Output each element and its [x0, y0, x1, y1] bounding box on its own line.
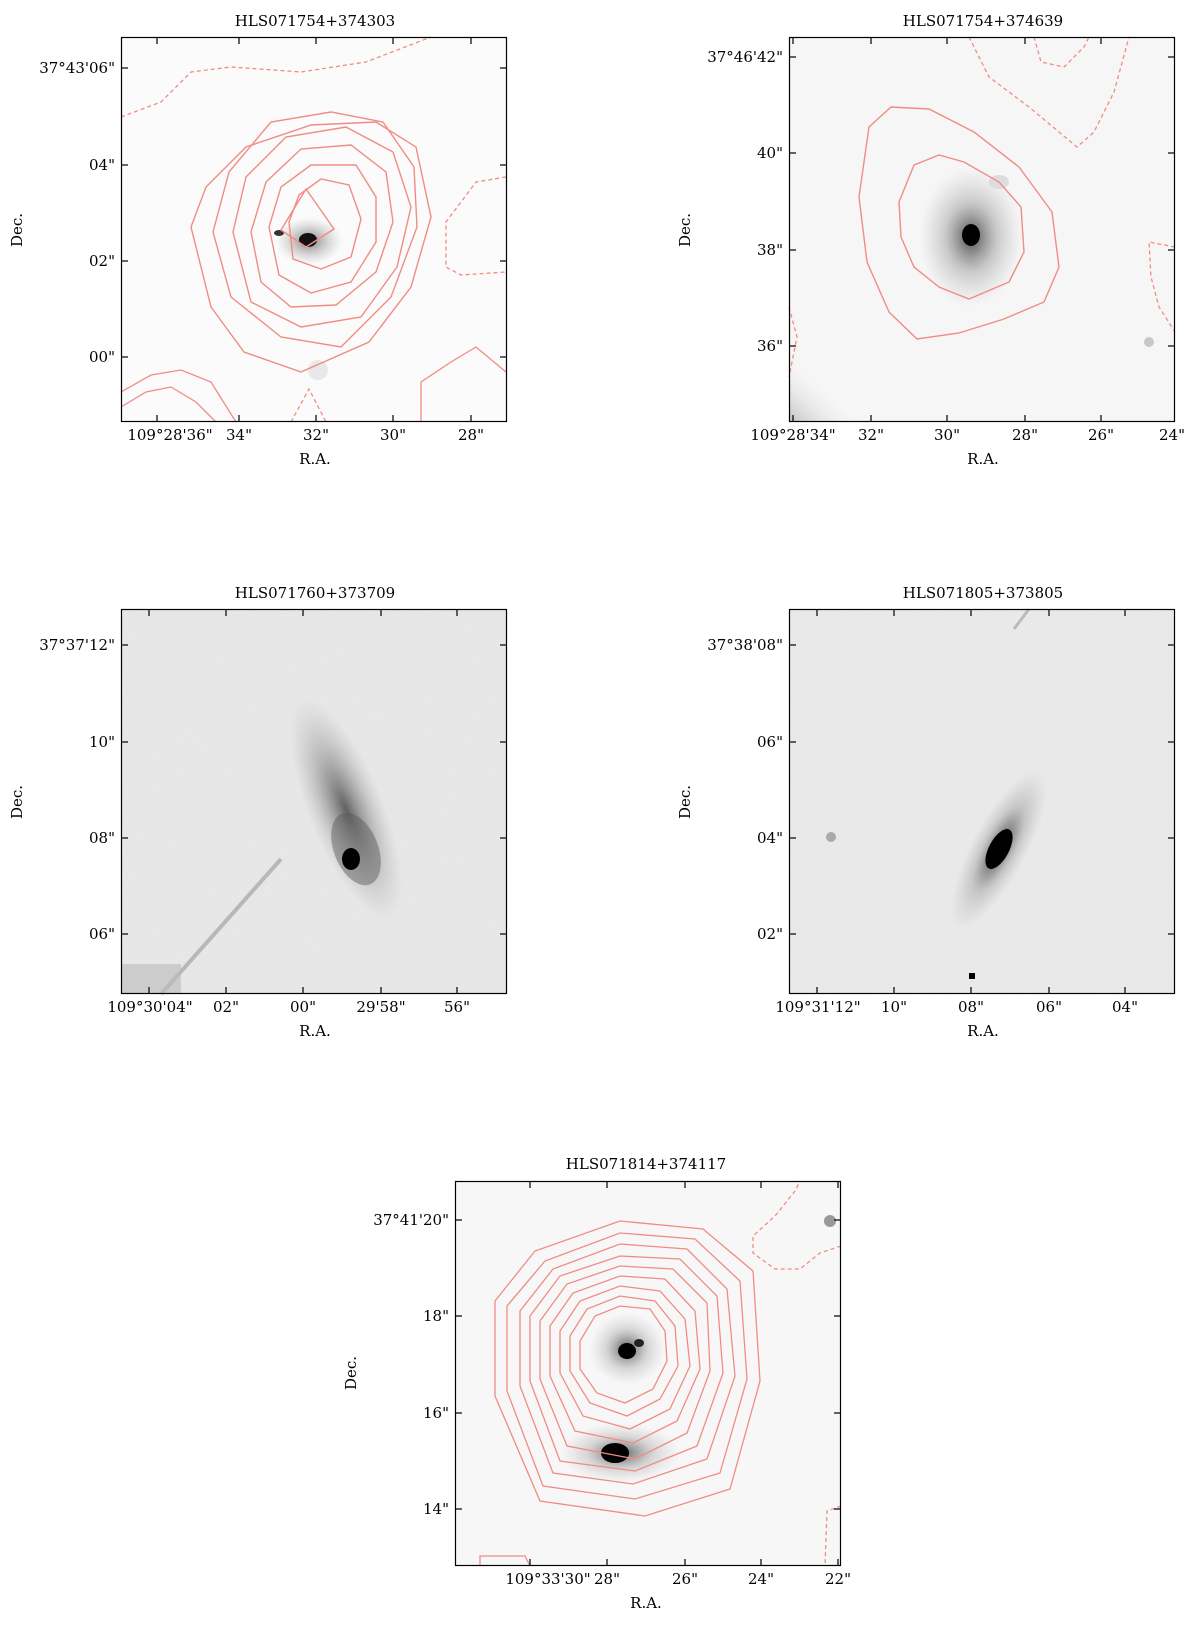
x-tick-label: 109°28'36": [127, 426, 213, 444]
x-tick-label: 28": [594, 1570, 620, 1588]
x-tick-label: 06": [1036, 998, 1062, 1016]
x-tick-label: 30": [934, 426, 960, 444]
x-axis-label: R.A.: [967, 1022, 999, 1040]
x-tick-label: 24": [748, 1570, 774, 1588]
x-tick-label: 24": [1159, 426, 1185, 444]
y-tick-label: 08": [89, 829, 115, 847]
cutout-image: [788, 608, 1176, 995]
y-tick-label: 16": [423, 1404, 449, 1422]
x-tick-label: 08": [958, 998, 984, 1016]
x-tick-label: 10": [881, 998, 907, 1016]
y-tick-label: 36": [757, 337, 783, 355]
y-tick-label: 04": [89, 156, 115, 174]
x-axis-label: R.A.: [967, 450, 999, 468]
x-axis-label: R.A.: [630, 1594, 662, 1612]
y-axis-label: Dec.: [676, 784, 694, 820]
x-tick-label: 29'58": [356, 998, 406, 1016]
y-tick-label: 18": [423, 1307, 449, 1325]
cutout-image: [120, 36, 508, 423]
y-tick-label: 14": [423, 1500, 449, 1518]
y-tick-label: 10": [89, 733, 115, 751]
panel-title: HLS071754+374303: [234, 12, 396, 30]
y-tick-label: 00": [89, 348, 115, 366]
y-tick-label: 04": [757, 829, 783, 847]
y-tick-label: 02": [757, 925, 783, 943]
x-tick-label: 32": [303, 426, 329, 444]
x-tick-label: 34": [226, 426, 252, 444]
panel-title: HLS071814+374117: [565, 1155, 727, 1173]
x-tick-label: 28": [458, 426, 484, 444]
x-tick-label: 32": [858, 426, 884, 444]
x-tick-label: 28": [1012, 426, 1038, 444]
x-axis-label: R.A.: [299, 1022, 331, 1040]
cutout-image: [120, 608, 508, 996]
y-tick-label: 40": [757, 144, 783, 162]
x-tick-label: 109°31'12": [775, 998, 861, 1016]
panel-title: HLS071805+373805: [902, 584, 1064, 602]
cutout-image: [454, 1180, 842, 1567]
x-axis-label: R.A.: [299, 450, 331, 468]
y-tick-label: 38": [757, 241, 783, 259]
y-tick-label: 37°37'12": [39, 636, 115, 654]
y-axis-label: Dec.: [8, 212, 26, 248]
panel-title: HLS071754+374639: [902, 12, 1064, 30]
y-axis-label: Dec.: [342, 1355, 360, 1391]
y-tick-label: 37°38'08": [707, 636, 783, 654]
x-tick-label: 109°30'04": [107, 998, 193, 1016]
y-tick-label: 37°41'20": [373, 1211, 449, 1229]
panel-title: HLS071760+373709: [234, 584, 396, 602]
x-tick-label: 109°33'30": [505, 1570, 591, 1588]
x-tick-label: 109°28'34": [750, 426, 836, 444]
x-tick-label: 26": [1088, 426, 1114, 444]
y-tick-label: 06": [757, 733, 783, 751]
cutout-image: [788, 36, 1176, 423]
y-tick-label: 37°46'42": [707, 48, 783, 66]
x-tick-label: 02": [213, 998, 239, 1016]
x-tick-label: 26": [672, 1570, 698, 1588]
x-tick-label: 22": [825, 1570, 851, 1588]
y-axis-label: Dec.: [8, 784, 26, 820]
x-tick-label: 30": [380, 426, 406, 444]
y-tick-label: 06": [89, 925, 115, 943]
y-tick-label: 02": [89, 252, 115, 270]
y-axis-label: Dec.: [676, 212, 694, 248]
y-tick-label: 37°43'06": [39, 59, 115, 77]
x-tick-label: 00": [290, 998, 316, 1016]
x-tick-label: 04": [1112, 998, 1138, 1016]
x-tick-label: 56": [444, 998, 470, 1016]
